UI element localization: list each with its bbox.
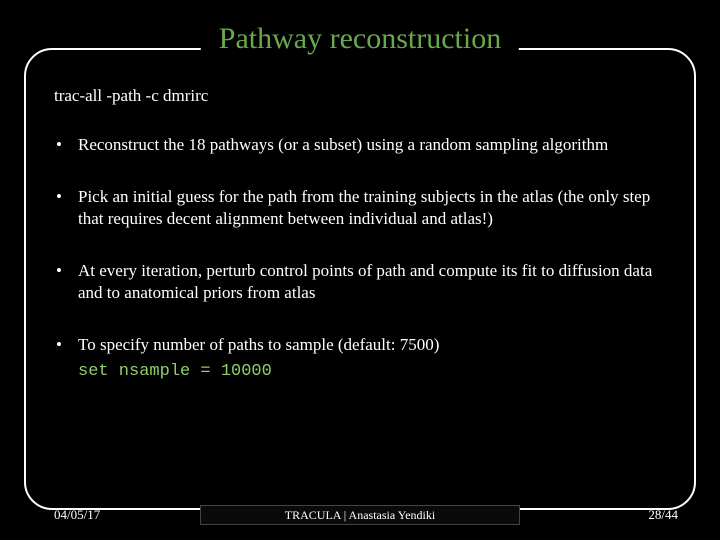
command-line: trac-all -path -c dmrirc bbox=[54, 86, 666, 106]
footer-center-box: TRACULA | Anastasia Yendiki bbox=[200, 505, 520, 525]
slide-content: trac-all -path -c dmrirc Reconstruct the… bbox=[54, 86, 666, 413]
footer-page-number: 28/44 bbox=[648, 507, 678, 523]
footer-center-text: TRACULA | Anastasia Yendiki bbox=[285, 508, 435, 523]
bullet-item: Pick an initial guess for the path from … bbox=[54, 186, 666, 230]
bullet-item: To specify number of paths to sample (de… bbox=[54, 334, 666, 382]
bullet-list: Reconstruct the 18 pathways (or a subset… bbox=[54, 134, 666, 383]
bullet-item: At every iteration, perturb control poin… bbox=[54, 260, 666, 304]
code-snippet: set nsample = 10000 bbox=[78, 361, 666, 383]
footer: 04/05/17 TRACULA | Anastasia Yendiki 28/… bbox=[0, 504, 720, 526]
bullet-item: Reconstruct the 18 pathways (or a subset… bbox=[54, 134, 666, 156]
slide-title: Pathway reconstruction bbox=[201, 22, 519, 56]
footer-date: 04/05/17 bbox=[54, 507, 100, 523]
bullet-text: To specify number of paths to sample (de… bbox=[78, 335, 439, 354]
